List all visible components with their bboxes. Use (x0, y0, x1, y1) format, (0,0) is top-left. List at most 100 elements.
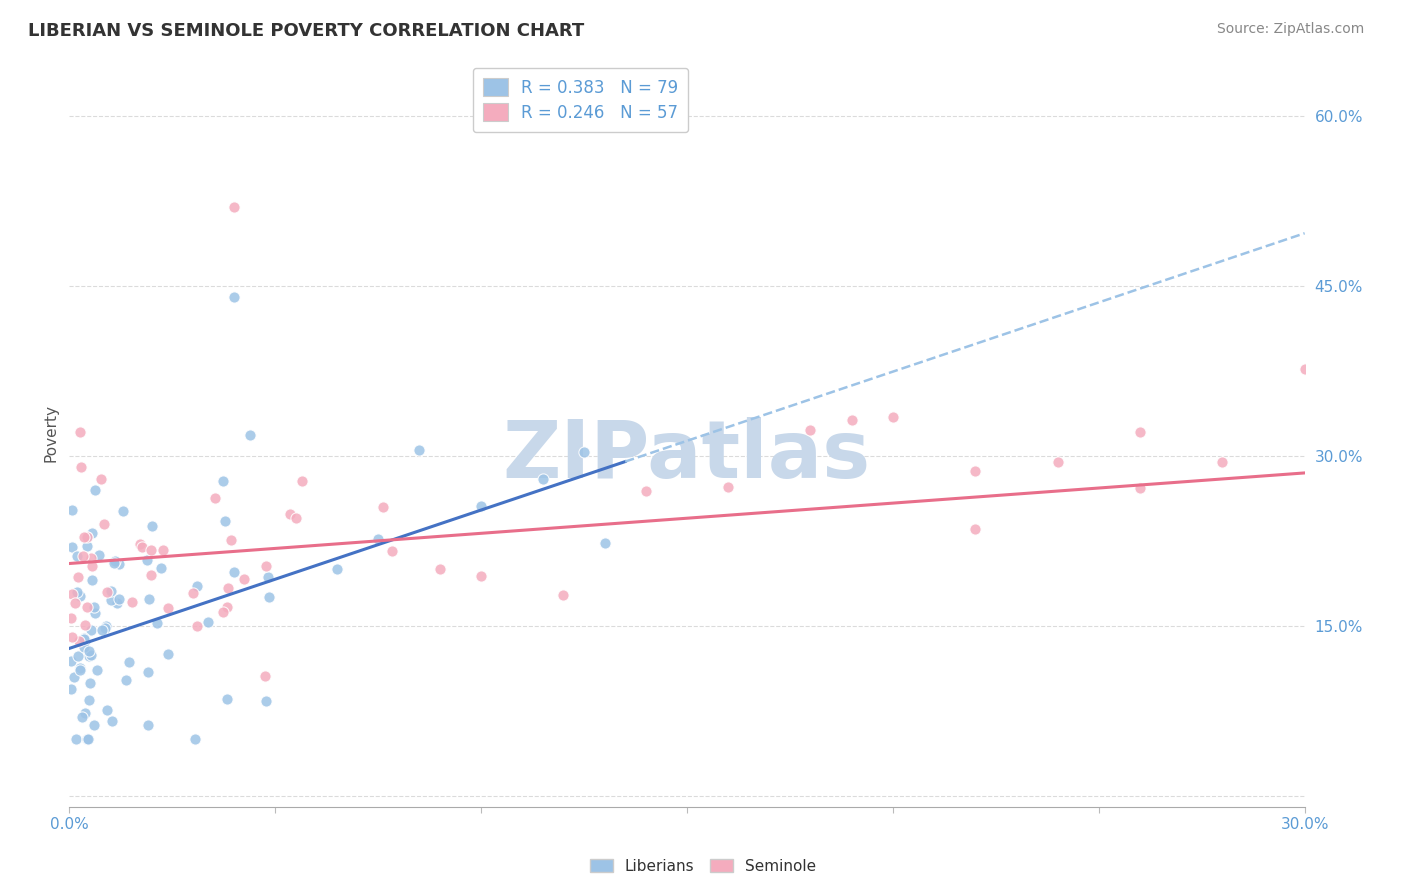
Point (254, 694, 277, 708)
Point (90, 472, 112, 486)
Point (157, 600, 180, 615)
Point (186, 618, 208, 632)
Point (75, 618, 97, 632)
Point (72, 632, 94, 646)
Point (139, 568, 162, 582)
Point (128, 537, 150, 551)
Point (76, 732, 98, 747)
Point (89, 548, 111, 562)
Point (111, 504, 134, 518)
Point (69, 425, 91, 439)
Point (66, 649, 89, 664)
Point (217, 581, 239, 595)
Point (100, 593, 122, 607)
Y-axis label: Poverty: Poverty (44, 404, 58, 462)
Point (150, 561, 173, 575)
Point (121, 594, 143, 608)
Point (222, 200, 245, 214)
Point (93, 621, 115, 635)
Point (278, 507, 301, 521)
Point (138, 591, 160, 606)
Text: ZIPatlas: ZIPatlas (503, 417, 872, 495)
Point (841, 413, 863, 427)
Point (114, 673, 136, 688)
Point (214, 514, 236, 528)
Point (1211, 455, 1233, 469)
Point (799, 423, 821, 437)
Point (204, 491, 226, 505)
Point (83, 717, 105, 731)
Point (408, 443, 430, 458)
Point (470, 499, 492, 513)
Point (96, 703, 118, 717)
Point (256, 570, 278, 584)
Point (593, 536, 616, 550)
Point (1129, 481, 1152, 495)
Point (259, 590, 281, 604)
Point (69, 664, 91, 678)
Point (103, 556, 125, 570)
Point (107, 596, 129, 610)
Point (67, 633, 90, 648)
Point (141, 519, 163, 533)
Point (470, 569, 492, 583)
Point (76, 530, 98, 544)
Point (572, 445, 595, 459)
Point (284, 511, 307, 525)
Point (73, 632, 96, 646)
Point (1129, 425, 1152, 439)
Point (531, 472, 554, 486)
Point (254, 559, 277, 574)
Point (73, 706, 96, 721)
Point (82, 559, 104, 574)
Point (138, 665, 160, 679)
Point (717, 480, 740, 494)
Point (60, 654, 83, 668)
Point (73, 634, 96, 648)
Point (239, 427, 262, 442)
Point (60, 503, 83, 517)
Point (553, 588, 575, 602)
Point (212, 474, 235, 488)
Point (215, 599, 238, 614)
Point (91, 623, 114, 637)
Point (77, 732, 100, 747)
Point (65, 732, 87, 747)
Point (108, 557, 131, 571)
Point (60, 586, 83, 600)
Point (104, 554, 127, 568)
Point (254, 668, 277, 682)
Point (67, 569, 90, 583)
Point (381, 543, 404, 558)
Point (70, 459, 93, 474)
Point (60, 630, 83, 644)
Point (76, 530, 98, 544)
Point (76, 732, 98, 747)
Point (82, 526, 104, 541)
Point (108, 591, 131, 606)
Point (136, 718, 159, 732)
Point (63, 670, 86, 684)
Point (83, 600, 105, 615)
Point (96, 585, 118, 599)
Point (291, 475, 314, 489)
Point (1046, 455, 1069, 469)
Point (84, 607, 107, 621)
Point (70, 710, 93, 724)
Point (146, 616, 169, 631)
Point (93, 517, 115, 532)
Point (83, 483, 105, 497)
Point (181, 586, 204, 600)
Point (197, 615, 219, 629)
Point (882, 410, 904, 425)
Point (429, 561, 451, 575)
Point (66, 585, 89, 599)
Point (66, 549, 89, 563)
Legend: R = 0.383   N = 79, R = 0.246   N = 57: R = 0.383 N = 79, R = 0.246 N = 57 (472, 68, 689, 132)
Text: LIBERIAN VS SEMINOLE POVERTY CORRELATION CHART: LIBERIAN VS SEMINOLE POVERTY CORRELATION… (28, 22, 585, 40)
Point (76, 539, 98, 553)
Point (80, 648, 103, 662)
Point (326, 562, 349, 576)
Point (156, 647, 179, 661)
Point (60, 611, 83, 625)
